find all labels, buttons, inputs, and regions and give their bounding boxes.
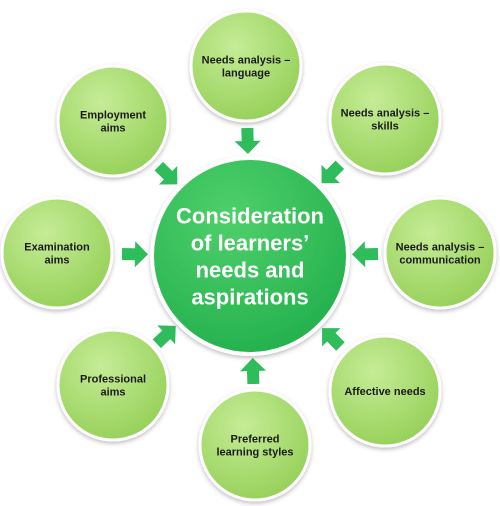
node-needs-analysis-language: Needs analysis –language <box>189 9 303 123</box>
node-label-line: aims <box>44 255 69 267</box>
arrow-shape <box>154 161 178 185</box>
arrow-professional-aims <box>152 325 176 349</box>
node-label-line: skills <box>371 121 399 133</box>
node-label-line: aims <box>100 123 125 135</box>
node-label-line: aims <box>100 387 125 399</box>
arrow-affective-needs <box>322 328 345 351</box>
node-circle <box>383 196 497 310</box>
center-label-line: needs and <box>196 258 305 283</box>
arrow-needs-analysis-skills <box>321 160 345 184</box>
node-circle <box>328 62 442 176</box>
node-label-line: Needs analysis – <box>341 108 430 120</box>
node-label-line: learning styles <box>216 447 293 459</box>
arrow-shape <box>234 127 261 154</box>
center-label-line: of learners’ <box>191 231 310 256</box>
node-label-line: Needs analysis – <box>202 55 291 67</box>
node-affective-needs: Affective needs <box>328 334 442 448</box>
node-label-line: Preferred <box>231 434 280 446</box>
arrows-layer <box>121 127 379 385</box>
node-label-line: Affective needs <box>344 386 425 398</box>
arrow-needs-analysis-communication <box>352 241 379 268</box>
arrow-shape <box>352 241 379 268</box>
node-needs-analysis-skills: Needs analysis –skills <box>328 62 442 176</box>
arrow-shape <box>121 241 148 268</box>
arrow-preferred-learning-styles <box>240 358 267 385</box>
arrow-needs-analysis-language <box>234 127 261 154</box>
arrow-shape <box>240 358 267 385</box>
node-label-line: language <box>222 68 270 80</box>
center-label-line: Consideration <box>176 204 324 229</box>
center-label-line: aspirations <box>191 285 308 310</box>
node-circle <box>0 196 114 310</box>
arrow-shape <box>322 328 345 351</box>
center-circle <box>150 156 350 356</box>
arrow-employment-aims <box>154 161 178 185</box>
node-circle <box>56 64 170 178</box>
node-circle <box>189 9 303 123</box>
node-label-line: Examination <box>24 242 90 254</box>
node-label-line: Employment <box>80 110 146 122</box>
node-label-line: communication <box>399 255 481 267</box>
arrow-examination-aims <box>121 241 148 268</box>
node-circle <box>328 334 442 448</box>
node-circle <box>198 388 312 502</box>
node-label-line: Professional <box>80 374 146 386</box>
node-needs-analysis-communication: Needs analysis –communication <box>383 196 497 310</box>
node-label-line: Needs analysis – <box>396 242 485 254</box>
arrow-shape <box>321 160 345 184</box>
node-circle <box>56 328 170 442</box>
arrow-shape <box>152 325 176 349</box>
